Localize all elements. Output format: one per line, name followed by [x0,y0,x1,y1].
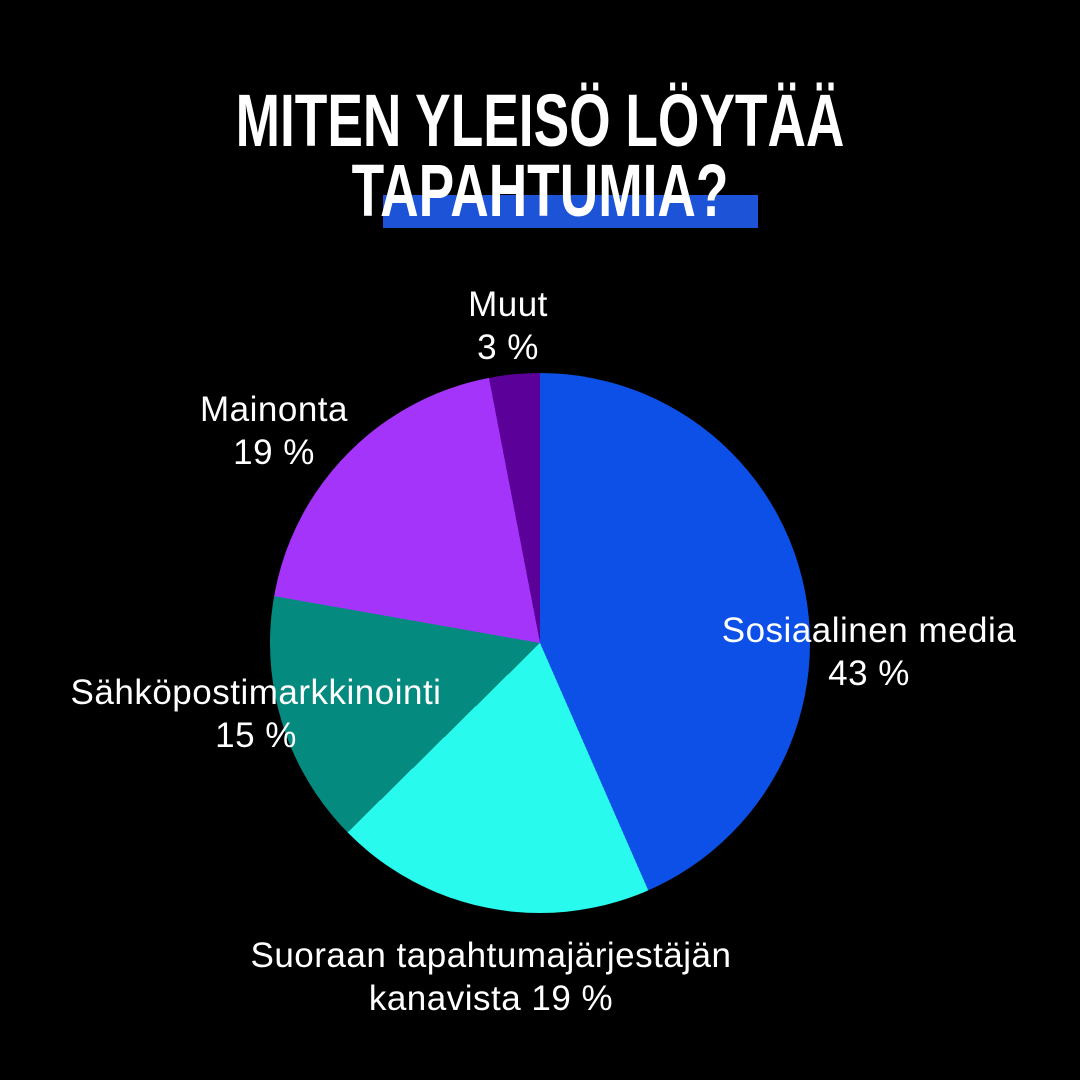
slice-label-muut: Muut 3 % [358,283,658,369]
slice-label-sosiaalinen-media: Sosiaalinen media 43 % [689,609,1049,695]
slice-label-sosiaalinen-media-name: Sosiaalinen media [721,611,1017,650]
slice-label-mainonta-name: Mainonta [200,390,348,429]
slice-label-suoraan-kanavista: Suoraan tapahtumajärjestäjän kanavista 1… [216,934,766,1020]
slice-label-muut-name: Muut [468,285,548,324]
page-title: MITEN YLEISÖ LÖYTÄÄ TAPAHTUMIA? [0,79,1080,232]
slice-label-sosiaalinen-media-value: 43 % [828,654,910,693]
slice-label-muut-value: 3 % [477,328,539,367]
slice-label-suoraan-kanavista-value: kanavista 19 % [368,979,614,1018]
slice-label-mainonta-value: 19 % [233,433,315,472]
title-highlight-bar [383,195,758,228]
slice-label-sahkopostimarkkinointi-value: 15 % [215,716,297,755]
pie-chart [270,373,810,913]
page-title-line-2: TAPAHTUMIA? [351,149,729,232]
slice-label-sahkopostimarkkinointi: Sähköpostimarkkinointi 15 % [46,671,466,757]
slice-label-mainonta: Mainonta 19 % [124,388,424,474]
slice-label-suoraan-kanavista-name: Suoraan tapahtumajärjestäjän [250,936,732,975]
page-title-line-1: MITEN YLEISÖ LÖYTÄÄ [235,79,845,162]
slice-label-sahkopostimarkkinointi-name: Sähköpostimarkkinointi [70,673,442,712]
